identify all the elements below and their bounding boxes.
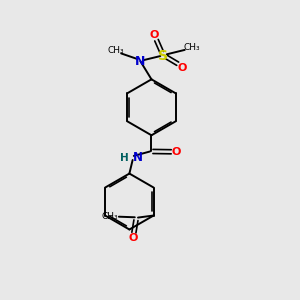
Text: S: S xyxy=(158,49,168,63)
Text: CH₃: CH₃ xyxy=(102,212,118,221)
Text: O: O xyxy=(149,30,158,40)
Text: O: O xyxy=(129,233,138,244)
Text: CH₃: CH₃ xyxy=(183,43,200,52)
Text: O: O xyxy=(178,63,187,73)
Text: CH₃: CH₃ xyxy=(108,46,124,55)
Text: N: N xyxy=(135,55,146,68)
Text: N: N xyxy=(133,152,142,164)
Text: O: O xyxy=(172,147,181,157)
Text: H: H xyxy=(120,153,129,163)
